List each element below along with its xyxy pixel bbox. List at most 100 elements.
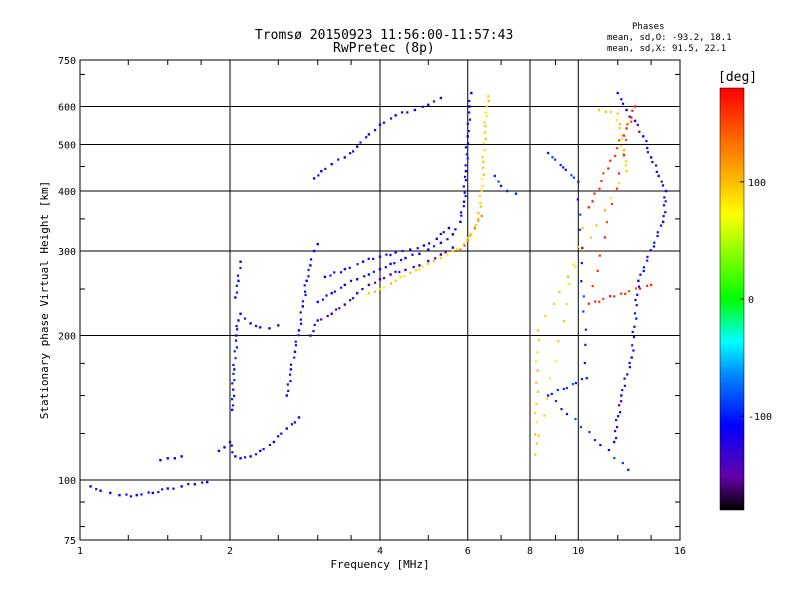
data-point: [339, 271, 343, 274]
data-point: [581, 226, 584, 230]
data-point: [305, 279, 308, 283]
data-point: [99, 489, 102, 492]
data-point: [470, 91, 473, 95]
data-point: [639, 287, 642, 290]
data-point: [470, 233, 473, 236]
data-point: [485, 105, 488, 108]
data-point: [343, 283, 347, 287]
data-point: [535, 442, 538, 445]
data-point: [482, 173, 486, 176]
data-point: [649, 249, 652, 252]
data-point: [233, 368, 236, 371]
data-point: [589, 236, 592, 239]
data-point: [421, 105, 424, 108]
data-point: [367, 133, 371, 136]
data-point: [321, 298, 325, 301]
data-point: [451, 233, 455, 236]
data-point: [378, 255, 382, 258]
data-point: [534, 433, 537, 436]
data-point: [223, 446, 226, 449]
data-point: [616, 118, 619, 122]
data-point: [230, 398, 234, 401]
data-point: [173, 457, 177, 460]
data-point: [329, 274, 332, 277]
data-point: [462, 200, 466, 203]
data-point: [544, 314, 547, 318]
data-point: [623, 154, 626, 157]
data-point: [230, 444, 233, 447]
data-point: [466, 135, 469, 138]
data-point: [232, 388, 235, 391]
data-point: [367, 292, 371, 295]
data-point: [554, 400, 558, 403]
data-point: [389, 117, 393, 120]
data-point: [287, 389, 290, 392]
colorbar-title: [deg]: [718, 70, 758, 85]
data-point: [349, 299, 352, 302]
data-point: [625, 127, 628, 130]
data-point: [289, 363, 293, 366]
chart-subtitle: RwPretec (8p): [333, 41, 435, 56]
data-point: [653, 241, 656, 244]
x-tick-label: 4: [377, 546, 383, 557]
data-point: [309, 334, 312, 337]
data-point: [237, 279, 240, 283]
data-point: [299, 322, 303, 325]
data-point: [661, 220, 665, 224]
data-point: [237, 319, 240, 322]
data-point: [587, 302, 591, 305]
data-point: [594, 300, 597, 303]
data-point: [599, 443, 602, 447]
data-point: [477, 212, 480, 215]
data-point: [580, 280, 583, 283]
data-point: [546, 394, 550, 397]
data-point: [389, 282, 393, 285]
y-tick-label: 300: [58, 247, 76, 258]
data-point: [655, 164, 658, 167]
data-point: [646, 146, 649, 150]
data-point: [286, 383, 289, 386]
x-axis-label: Frequency [MHz]: [330, 558, 429, 571]
x-tick-label: 2: [227, 546, 233, 557]
data-point: [467, 129, 470, 133]
data-point: [280, 432, 283, 435]
data-point: [259, 449, 262, 453]
data-point: [656, 234, 659, 238]
data-point: [462, 242, 466, 246]
data-point: [297, 329, 301, 332]
data-point: [468, 234, 472, 237]
data-point: [447, 226, 451, 230]
data-point: [398, 270, 401, 274]
data-point: [584, 343, 587, 346]
data-point: [464, 169, 468, 173]
data-point: [615, 436, 618, 440]
data-point: [403, 275, 406, 278]
data-point: [466, 122, 469, 125]
data-point: [172, 487, 175, 490]
data-point: [289, 368, 293, 371]
data-point: [333, 271, 336, 274]
data-point: [355, 278, 359, 281]
data-point: [659, 224, 663, 227]
x-tick-label: 16: [674, 546, 686, 557]
data-point: [230, 408, 234, 412]
data-point: [485, 115, 488, 118]
data-point: [568, 282, 571, 286]
data-point: [646, 284, 649, 287]
data-point: [565, 386, 568, 390]
data-point: [125, 493, 128, 496]
phases-header: Phases: [632, 22, 665, 32]
data-point: [316, 319, 319, 322]
data-point: [576, 245, 580, 248]
data-point: [299, 311, 302, 314]
data-point: [483, 121, 486, 124]
data-point: [157, 490, 160, 494]
data-point: [598, 187, 601, 190]
data-points: [89, 91, 668, 498]
data-point: [435, 237, 438, 241]
data-point: [478, 194, 481, 198]
data-point: [581, 246, 584, 250]
data-point: [661, 184, 665, 187]
data-point: [140, 493, 143, 496]
data-point: [627, 468, 630, 472]
